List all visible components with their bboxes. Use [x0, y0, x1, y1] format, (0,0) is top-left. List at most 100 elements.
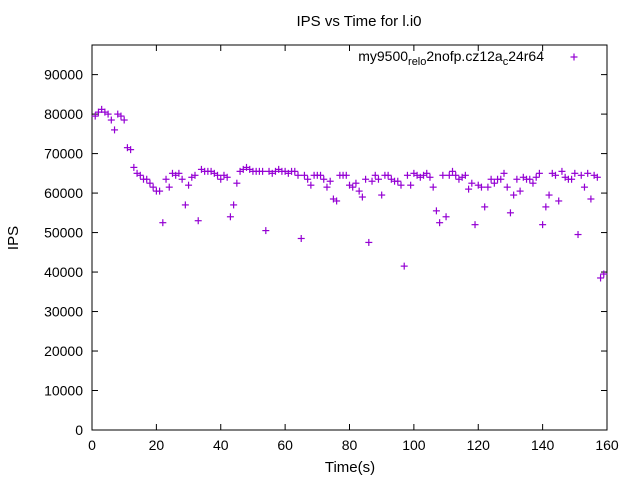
- data-point: [407, 181, 415, 189]
- data-point: [181, 201, 189, 209]
- data-point: [365, 238, 373, 246]
- data-point: [91, 112, 99, 120]
- data-point: [397, 181, 405, 189]
- data-point: [259, 167, 267, 175]
- data-point: [574, 231, 582, 239]
- data-point: [352, 179, 360, 187]
- data-point: [580, 183, 588, 191]
- data-point: [104, 110, 112, 118]
- y-axis: 0 10000 20000 30000 40000 50000 60000 70000 8000…: [44, 67, 607, 438]
- x-tick-label: 100: [402, 437, 426, 453]
- data-point: [297, 234, 305, 242]
- data-point: [571, 169, 579, 177]
- x-axis: 0 20 40 60 80 100 120 140 160: [88, 45, 619, 453]
- data-point: [558, 167, 566, 175]
- data-point: [555, 197, 563, 205]
- x-tick-label: 60: [277, 437, 293, 453]
- y-tick-label: 50000: [44, 225, 83, 241]
- data-point: [326, 177, 334, 185]
- data-point: [577, 171, 585, 179]
- data-point: [317, 171, 325, 179]
- data-point: [436, 219, 444, 227]
- x-tick-label: 140: [531, 437, 555, 453]
- data-point: [400, 262, 408, 270]
- data-point: [217, 175, 225, 183]
- data-point: [516, 187, 524, 195]
- data-point: [149, 183, 157, 191]
- data-point: [600, 270, 608, 278]
- data-point: [349, 183, 357, 191]
- data-point: [465, 185, 473, 193]
- data-point: [503, 183, 511, 191]
- data-point: [584, 169, 592, 177]
- data-point: [107, 116, 115, 124]
- data-point: [490, 179, 498, 187]
- x-axis-title: Time(s): [325, 459, 375, 476]
- data-point: [262, 227, 270, 235]
- data-point: [120, 116, 128, 124]
- data-point: [545, 191, 553, 199]
- y-axis-title: IPS: [5, 226, 22, 250]
- data-point: [510, 191, 518, 199]
- x-tick-label: 20: [149, 437, 165, 453]
- x-tick-label: 0: [88, 437, 96, 453]
- data-point: [333, 197, 341, 205]
- y-tick-label: 30000: [44, 304, 83, 320]
- data-point: [355, 187, 363, 195]
- data-point: [481, 203, 489, 211]
- data-point: [468, 179, 476, 187]
- data-point: [384, 171, 392, 179]
- legend-label-sub1: rel: [408, 56, 420, 68]
- data-point: [304, 175, 312, 183]
- data-point: [342, 171, 350, 179]
- data-point: [429, 183, 437, 191]
- legend-label: my9500relo2nofp.cz12ac24r64: [358, 48, 544, 68]
- data-point: [539, 221, 547, 229]
- data-point: [291, 167, 299, 175]
- data-point: [423, 169, 431, 177]
- legend: my9500relo2nofp.cz12ac24r64: [358, 48, 578, 68]
- data-point: [191, 171, 199, 179]
- data-point: [175, 169, 183, 177]
- data-point: [442, 213, 450, 221]
- data-point: [394, 177, 402, 185]
- data-point: [136, 171, 144, 179]
- data-point: [362, 175, 370, 183]
- data-point: [513, 175, 521, 183]
- data-point: [471, 221, 479, 229]
- legend-label-sub3: c: [503, 56, 509, 68]
- legend-label-sub2: o: [420, 56, 426, 68]
- data-point: [461, 171, 469, 179]
- data-point: [432, 207, 440, 215]
- data-point: [226, 213, 234, 221]
- y-tick-label: 0: [75, 422, 83, 438]
- data-point: [233, 179, 241, 187]
- data-point: [445, 171, 453, 179]
- data-point: [146, 179, 154, 187]
- data-point: [593, 173, 601, 181]
- x-tick-label: 160: [595, 437, 619, 453]
- data-point: [117, 112, 125, 120]
- data-point: [230, 201, 238, 209]
- data-point: [300, 171, 308, 179]
- y-tick-label: 80000: [44, 106, 83, 122]
- data-point: [403, 171, 411, 179]
- data-point: [127, 146, 135, 154]
- data-point: [542, 203, 550, 211]
- legend-marker-symbol: [570, 53, 578, 61]
- data-point: [371, 171, 379, 179]
- data-point: [111, 126, 119, 134]
- data-point: [294, 171, 302, 179]
- legend-marker: [570, 53, 578, 61]
- data-point: [529, 179, 537, 187]
- data-point: [185, 181, 193, 189]
- data-point: [497, 175, 505, 183]
- data-point: [526, 175, 534, 183]
- data-point: [143, 175, 151, 183]
- y-tick-label: 60000: [44, 185, 83, 201]
- data-point: [568, 175, 576, 183]
- data-point: [178, 175, 186, 183]
- legend-label-main: my9500: [358, 48, 408, 64]
- data-points: [91, 105, 608, 282]
